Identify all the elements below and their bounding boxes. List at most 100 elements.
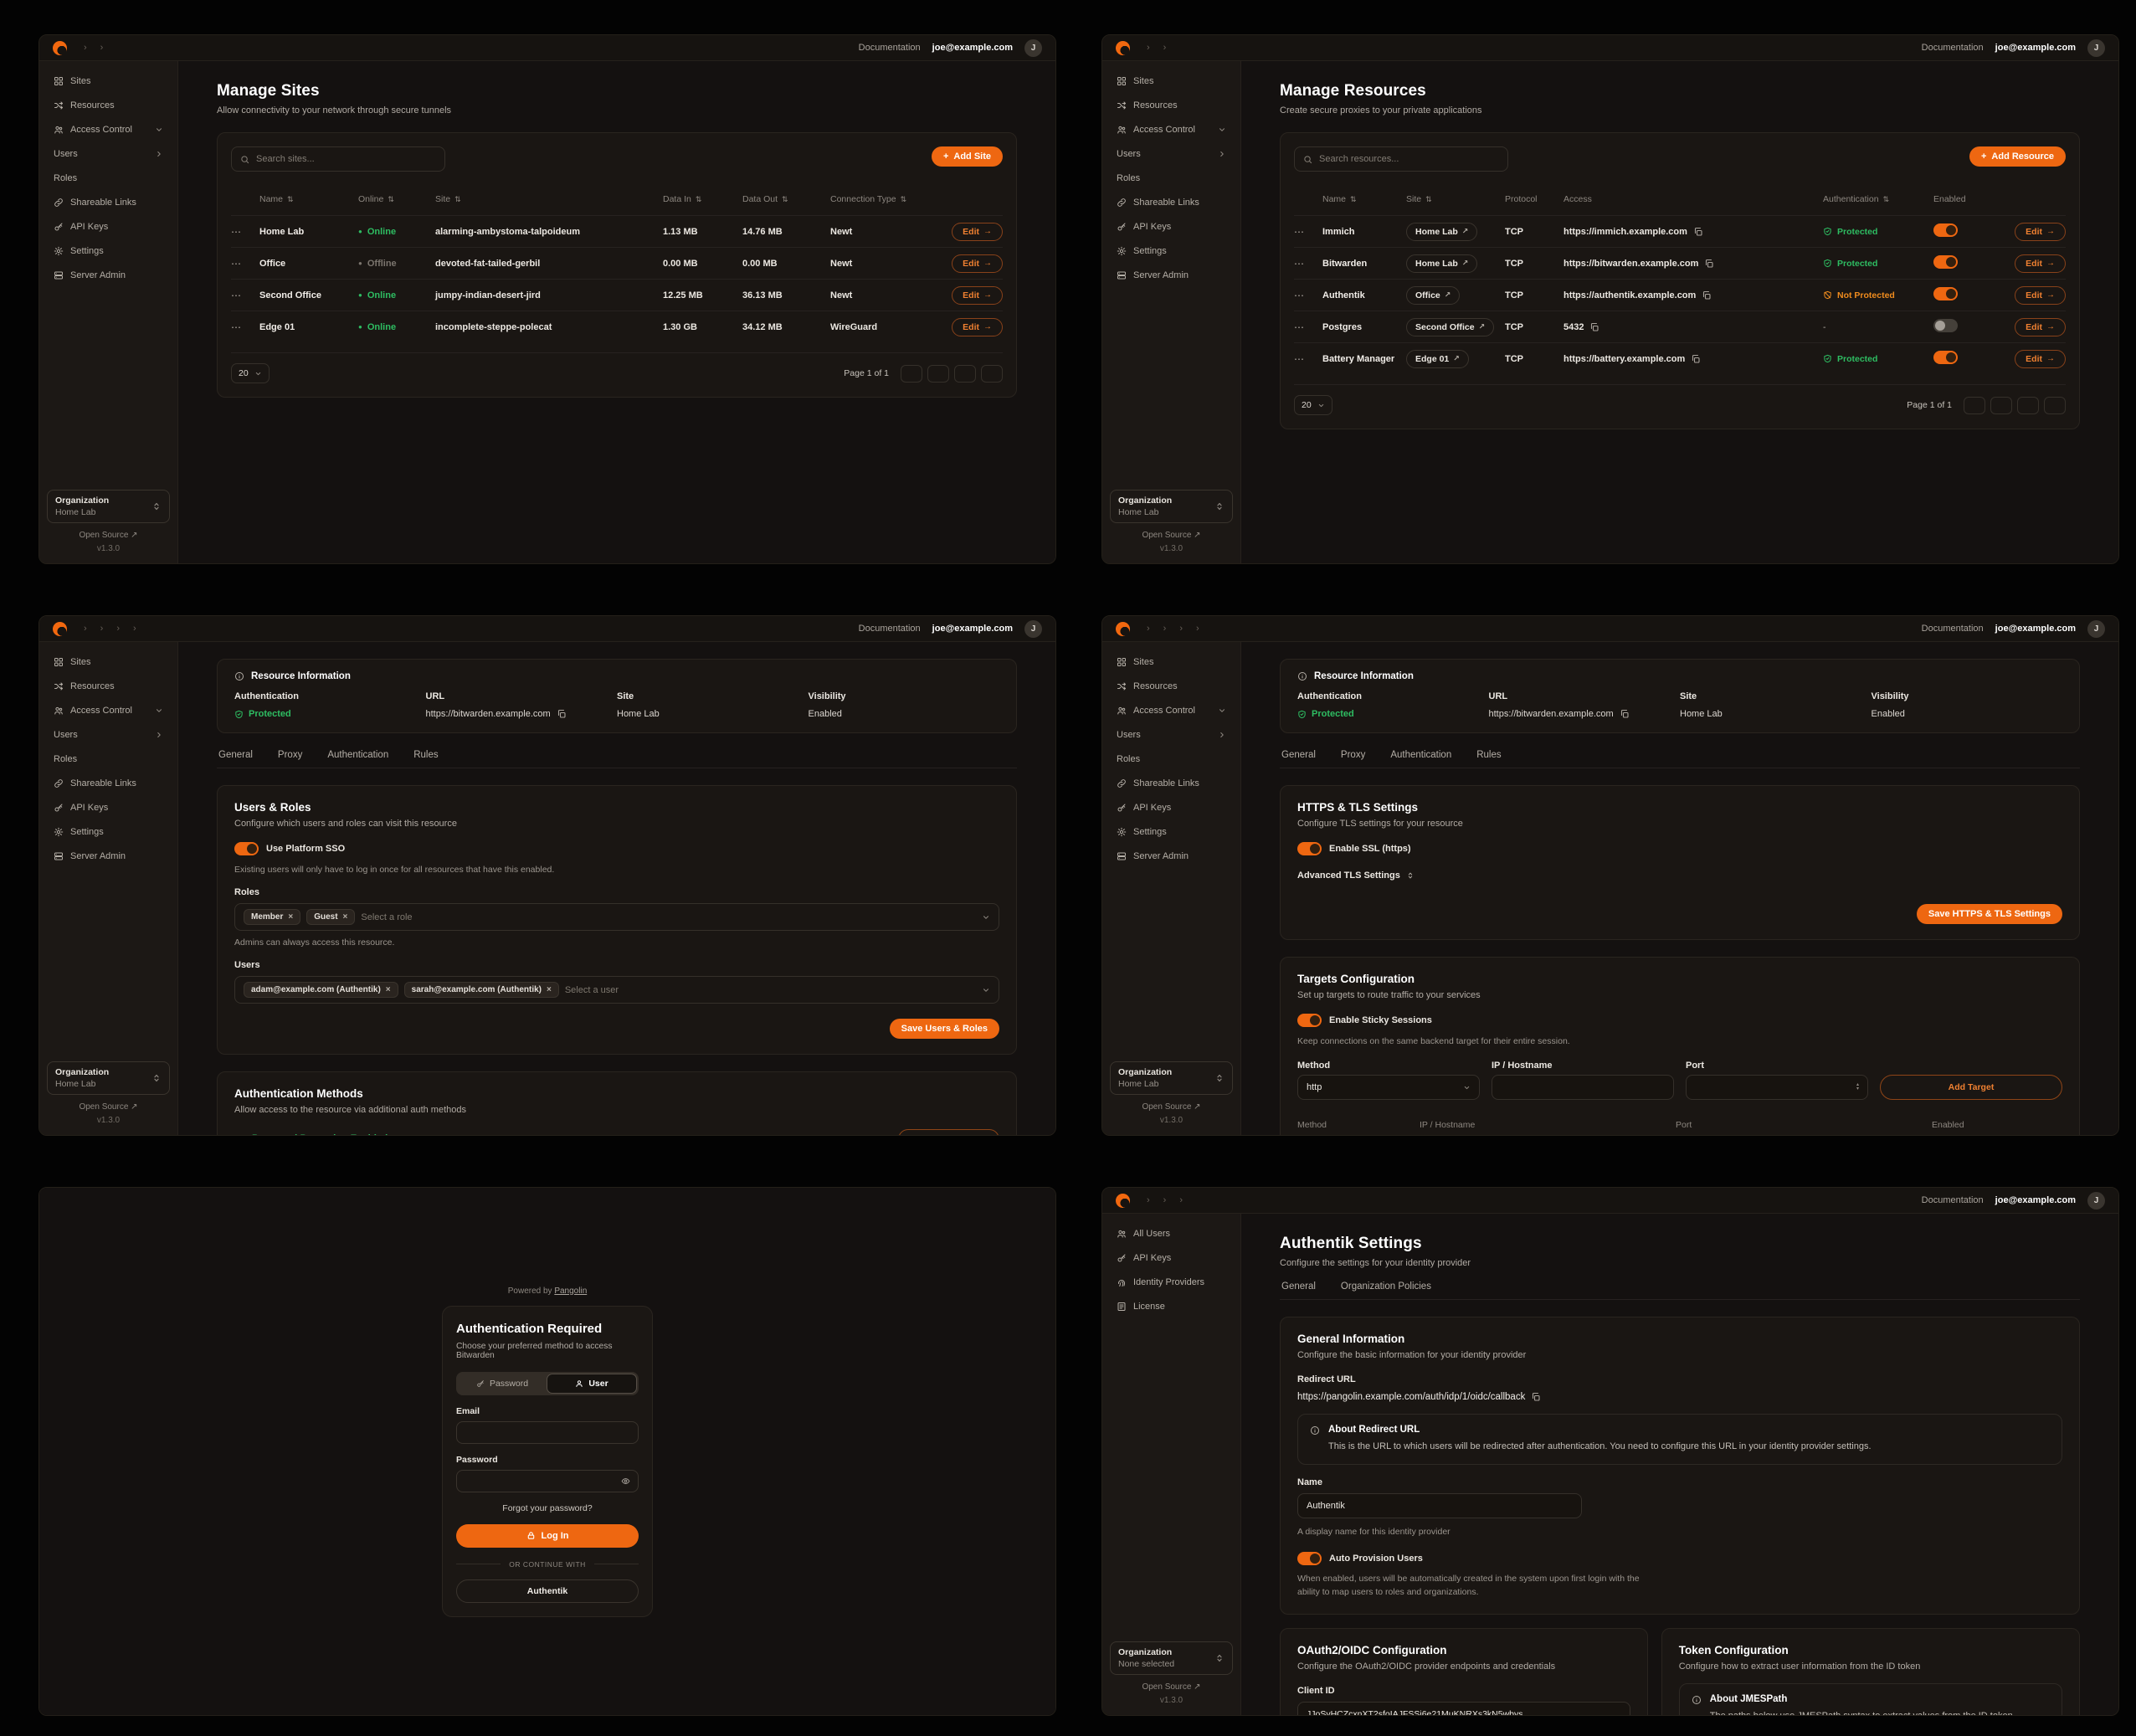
breadcrumb-item[interactable] xyxy=(110,624,126,634)
user-method-tab[interactable]: User xyxy=(547,1373,637,1394)
breadcrumb-item[interactable] xyxy=(77,43,94,53)
breadcrumb-item[interactable] xyxy=(77,624,94,634)
pangolin-logo-icon[interactable] xyxy=(1116,1193,1130,1208)
sidebar-item[interactable]: Access Control xyxy=(47,699,170,722)
sidebar-item[interactable]: Roles xyxy=(1110,167,1233,189)
sidebar-item[interactable]: Sites xyxy=(47,69,170,92)
tab[interactable]: Rules xyxy=(413,750,439,760)
add-target-button[interactable]: Add Target xyxy=(1880,1075,2062,1100)
roles-multiselect[interactable]: Member × Guest × Select a role xyxy=(234,903,999,931)
edit-button[interactable]: Edit xyxy=(952,254,1003,273)
edit-button[interactable]: Edit xyxy=(2015,285,2066,305)
avatar[interactable]: J xyxy=(2087,39,2105,57)
pangolin-link[interactable]: Pangolin xyxy=(554,1286,588,1296)
pager-button[interactable] xyxy=(901,364,922,383)
row-menu-button[interactable]: ⋯ xyxy=(231,225,242,238)
row-menu-button[interactable]: ⋯ xyxy=(1294,257,1305,270)
breadcrumb-item[interactable] xyxy=(94,43,110,53)
advanced-tls-expander[interactable]: Advanced TLS Settings xyxy=(1297,871,2062,881)
pangolin-logo-icon[interactable] xyxy=(53,40,67,55)
pager-button[interactable] xyxy=(927,364,949,383)
site-link-button[interactable]: Home Lab xyxy=(1406,254,1478,273)
pangolin-logo-icon[interactable] xyxy=(1116,621,1130,636)
open-source-link[interactable]: Open Source ↗ xyxy=(1142,531,1201,540)
tab[interactable]: Authentication xyxy=(1390,750,1452,760)
enabled-toggle[interactable] xyxy=(1933,255,1958,269)
edit-button[interactable]: Edit xyxy=(2015,349,2066,368)
open-source-link[interactable]: Open Source ↗ xyxy=(1142,1102,1201,1112)
remove-chip-icon[interactable]: × xyxy=(288,912,294,922)
copy-icon[interactable] xyxy=(1691,354,1701,364)
tab[interactable]: General xyxy=(1281,750,1316,760)
sidebar-item[interactable]: Shareable Links xyxy=(1110,772,1233,794)
search-input[interactable]: Search sites... xyxy=(231,146,445,172)
breadcrumb-item[interactable] xyxy=(126,624,143,634)
site-link-button[interactable]: Home Lab xyxy=(1406,222,1478,241)
tab[interactable]: Rules xyxy=(1476,750,1502,760)
add-resource-button[interactable]: Add Resource xyxy=(1969,146,2066,167)
sidebar-item[interactable]: Roles xyxy=(1110,747,1233,770)
enable-ssl-toggle[interactable] xyxy=(1297,842,1322,855)
tab[interactable]: Proxy xyxy=(277,750,303,760)
documentation-link[interactable]: Documentation xyxy=(858,624,921,634)
breadcrumb-item[interactable] xyxy=(1140,43,1157,53)
sidebar-item[interactable]: Roles xyxy=(47,167,170,189)
documentation-link[interactable]: Documentation xyxy=(1921,43,1984,53)
name-input[interactable]: Authentik xyxy=(1297,1492,1582,1518)
org-switcher[interactable]: Organization Home Lab xyxy=(47,490,170,523)
auto-provision-toggle[interactable] xyxy=(1297,1551,1322,1565)
tab[interactable]: General xyxy=(218,750,253,760)
row-menu-button[interactable]: ⋯ xyxy=(231,321,242,333)
documentation-link[interactable]: Documentation xyxy=(858,43,921,53)
email-field[interactable] xyxy=(456,1420,639,1444)
sidebar-item[interactable]: Sites xyxy=(1110,650,1233,673)
row-menu-button[interactable]: ⋯ xyxy=(1294,352,1305,365)
platform-sso-toggle[interactable] xyxy=(234,842,259,855)
save-users-roles-button[interactable]: Save Users & Roles xyxy=(889,1019,999,1039)
sidebar-item[interactable]: Resources xyxy=(1110,675,1233,697)
row-menu-button[interactable]: ⋯ xyxy=(1294,225,1305,238)
breadcrumb-item[interactable] xyxy=(1140,1195,1157,1205)
sidebar-item[interactable]: Sites xyxy=(1110,69,1233,92)
pager-button[interactable] xyxy=(2044,396,2066,414)
role-chip[interactable]: Member × xyxy=(244,909,301,925)
sidebar-item[interactable]: Resources xyxy=(1110,94,1233,116)
org-switcher[interactable]: Organization Home Lab xyxy=(1110,490,1233,523)
save-https-tls-button[interactable]: Save HTTPS & TLS Settings xyxy=(1916,904,2062,924)
account-email[interactable]: joe@example.com xyxy=(932,624,1013,634)
edit-button[interactable]: Edit xyxy=(952,317,1003,336)
copy-icon[interactable] xyxy=(1702,290,1712,300)
edit-button[interactable]: Edit xyxy=(2015,317,2066,336)
sidebar-item[interactable]: License xyxy=(1110,1295,1233,1317)
documentation-link[interactable]: Documentation xyxy=(1921,1195,1984,1205)
sidebar-item[interactable]: Roles xyxy=(47,747,170,770)
enabled-toggle[interactable] xyxy=(1933,287,1958,300)
enabled-toggle[interactable] xyxy=(1933,319,1958,332)
add-site-button[interactable]: Add Site xyxy=(931,146,1003,167)
sticky-sessions-toggle[interactable] xyxy=(1297,1014,1322,1027)
authentik-sso-button[interactable]: Authentik xyxy=(456,1579,639,1603)
org-switcher[interactable]: Organization None selected xyxy=(1110,1641,1233,1675)
sidebar-item[interactable]: Identity Providers xyxy=(1110,1271,1233,1293)
sidebar-item[interactable]: Access Control xyxy=(1110,118,1233,141)
site-link-button[interactable]: Edge 01 xyxy=(1406,349,1469,368)
edit-button[interactable]: Edit xyxy=(2015,254,2066,273)
copy-icon[interactable] xyxy=(1620,709,1630,719)
edit-button[interactable]: Edit xyxy=(2015,222,2066,241)
sidebar-item[interactable]: Shareable Links xyxy=(47,191,170,213)
pager-button[interactable] xyxy=(1964,396,1985,414)
password-method-tab[interactable]: Password xyxy=(458,1374,547,1394)
row-menu-button[interactable]: ⋯ xyxy=(1294,289,1305,301)
remove-chip-icon[interactable]: × xyxy=(547,985,552,994)
sidebar-item[interactable]: API Keys xyxy=(1110,215,1233,238)
sidebar-item[interactable]: Users xyxy=(1110,142,1233,165)
avatar[interactable]: J xyxy=(2087,1191,2105,1210)
site-link-button[interactable]: Second Office xyxy=(1406,317,1495,336)
sidebar-item[interactable]: Users xyxy=(47,142,170,165)
sidebar-item[interactable]: API Keys xyxy=(1110,796,1233,819)
search-input[interactable]: Search resources... xyxy=(1294,146,1508,172)
pager-button[interactable] xyxy=(981,364,1003,383)
row-menu-button[interactable]: ⋯ xyxy=(231,257,242,270)
sidebar-item[interactable]: Settings xyxy=(47,239,170,262)
sidebar-item[interactable]: Settings xyxy=(47,820,170,843)
